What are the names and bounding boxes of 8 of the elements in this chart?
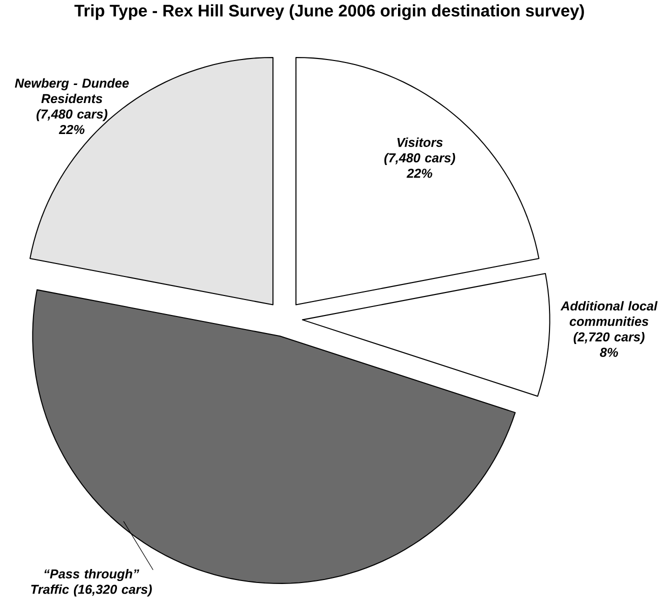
- slice-label: Visitors (7,480 cars): [384, 138, 456, 166]
- slice-label: Additional local communities (2,720 cars): [560, 301, 658, 344]
- slice-label: Newberg - Dundee Residents (7,480 cars): [14, 78, 129, 122]
- chart-title: Trip Type - Rex Hill Survey (June 2006 origin destination survey): [74, 4, 584, 20]
- slice-label: “Pass through” Traffic (16,320 cars): [31, 569, 152, 597]
- data-label: 22%: [58, 125, 84, 134]
- data-label: 22%: [406, 168, 432, 178]
- data-label: 8%: [600, 348, 618, 358]
